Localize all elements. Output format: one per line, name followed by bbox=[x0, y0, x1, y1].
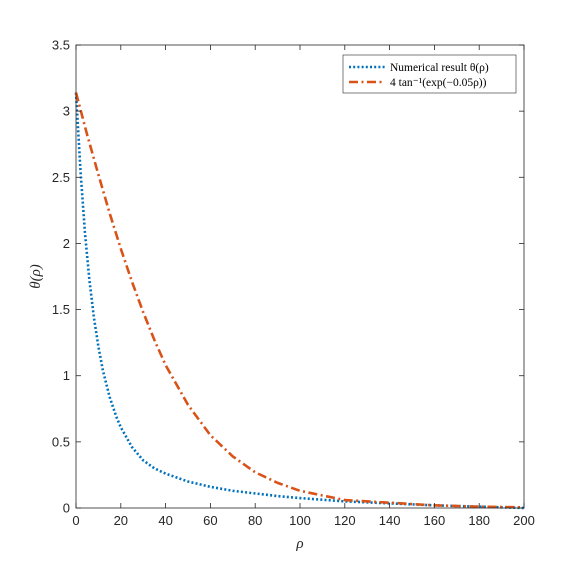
legend-entry-analytic: 4 tan⁻¹(exp(−0.05ρ)) bbox=[390, 77, 487, 89]
y-tick-label-5: 2.5 bbox=[52, 170, 70, 185]
x-axis-label: ρ bbox=[295, 536, 303, 552]
y-tick-label-4: 2 bbox=[63, 236, 70, 251]
y-tick-label-0: 0 bbox=[63, 501, 70, 516]
x-tick-label-8: 160 bbox=[424, 513, 446, 528]
x-tick-label-10: 200 bbox=[513, 513, 535, 528]
x-tick-label-9: 180 bbox=[468, 513, 490, 528]
y-axis-label: θ(ρ) bbox=[28, 264, 44, 289]
x-tick-label-1: 20 bbox=[114, 513, 128, 528]
x-tick-label-6: 120 bbox=[334, 513, 356, 528]
legend-box bbox=[342, 54, 517, 94]
plot-area bbox=[76, 45, 524, 508]
y-tick-label-1: 0.5 bbox=[52, 434, 70, 449]
x-tick-label-4: 80 bbox=[248, 513, 262, 528]
plot-background bbox=[76, 45, 524, 508]
x-tick-label-0: 0 bbox=[72, 513, 79, 528]
ticks-layer: 0 20 40 60 80 100 120 140 160 180 200 0 0.5 1 1.5 2 2.5 3… bbox=[52, 38, 535, 529]
y-tick-label-3: 1.5 bbox=[52, 302, 70, 317]
x-tick-label-5: 100 bbox=[289, 513, 311, 528]
x-tick-label-3: 60 bbox=[203, 513, 217, 528]
y-tick-label-7: 3.5 bbox=[52, 38, 70, 53]
series-layer bbox=[74, 92, 525, 510]
x-tick-label-7: 140 bbox=[379, 513, 401, 528]
legend-entry-numerical: Numerical result θ(ρ) bbox=[390, 62, 489, 74]
x-tick-label-2: 40 bbox=[158, 513, 172, 528]
y-tick-label-2: 1 bbox=[63, 368, 70, 383]
legend: Numerical result θ(ρ) 4 tan⁻¹(exp(−0.05ρ… bbox=[342, 54, 517, 94]
series-line-1 bbox=[74, 92, 525, 509]
y-tick-label-6: 3 bbox=[63, 104, 70, 119]
